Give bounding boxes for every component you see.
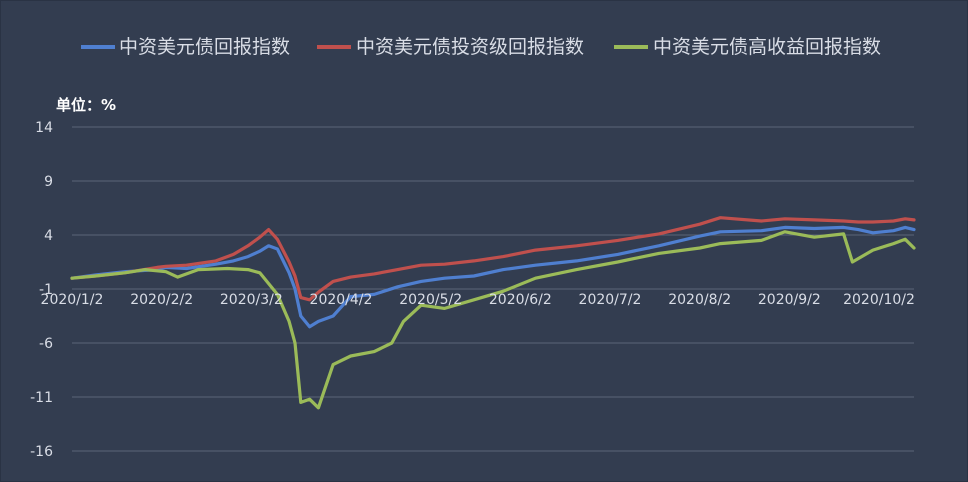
- x-axis: 2020/1/2 2020/2/2 2020/3/2 2020/4/2 2020/5/2…: [41, 292, 915, 308]
- y-axis: 14 9 4 -1 -6 -11 -16: [30, 120, 53, 460]
- legend-label-0: 中资美元债回报指数: [119, 36, 290, 58]
- legend: 中资美元债回报指数 中资美元债投资级回报指数 中资美元债高收益回报指数: [81, 36, 881, 58]
- x-tick-label-3: 2020/4/2: [310, 292, 373, 308]
- grid: [72, 126, 914, 452]
- x-tick-label-6: 2020/7/2: [579, 292, 642, 308]
- x-tick-label-2: 2020/3/2: [220, 292, 283, 308]
- series-layer: [70, 216, 916, 410]
- series-line-0: [70, 225, 916, 329]
- series-line-2: [70, 230, 916, 410]
- y-tick-label-6: -16: [30, 444, 53, 460]
- y-tick-label-3: -1: [39, 282, 53, 298]
- x-tick-label-1: 2020/2/2: [130, 292, 193, 308]
- y-tick-label-2: 4: [44, 228, 53, 244]
- series-line-1: [70, 216, 916, 302]
- legend-item-0: 中资美元债回报指数: [81, 36, 290, 58]
- y-tick-label-0: 14: [35, 120, 53, 136]
- y-tick-label-5: -11: [30, 390, 53, 406]
- x-tick-label-5: 2020/6/2: [489, 292, 552, 308]
- y-tick-label-1: 9: [44, 174, 53, 190]
- legend-label-1: 中资美元债投资级回报指数: [356, 36, 584, 58]
- legend-item-1: 中资美元债投资级回报指数: [317, 36, 584, 58]
- x-tick-label-7: 2020/8/2: [668, 292, 731, 308]
- x-tick-label-8: 2020/9/2: [758, 292, 821, 308]
- legend-label-2: 中资美元债高收益回报指数: [653, 36, 881, 58]
- unit-label: 单位：%: [56, 96, 116, 114]
- y-tick-label-4: -6: [39, 336, 53, 352]
- x-tick-label-9: 2020/10/2: [843, 292, 915, 308]
- x-tick-label-4: 2020/5/2: [399, 292, 462, 308]
- x-tick-label-0: 2020/1/2: [41, 292, 104, 308]
- legend-item-2: 中资美元债高收益回报指数: [614, 36, 881, 58]
